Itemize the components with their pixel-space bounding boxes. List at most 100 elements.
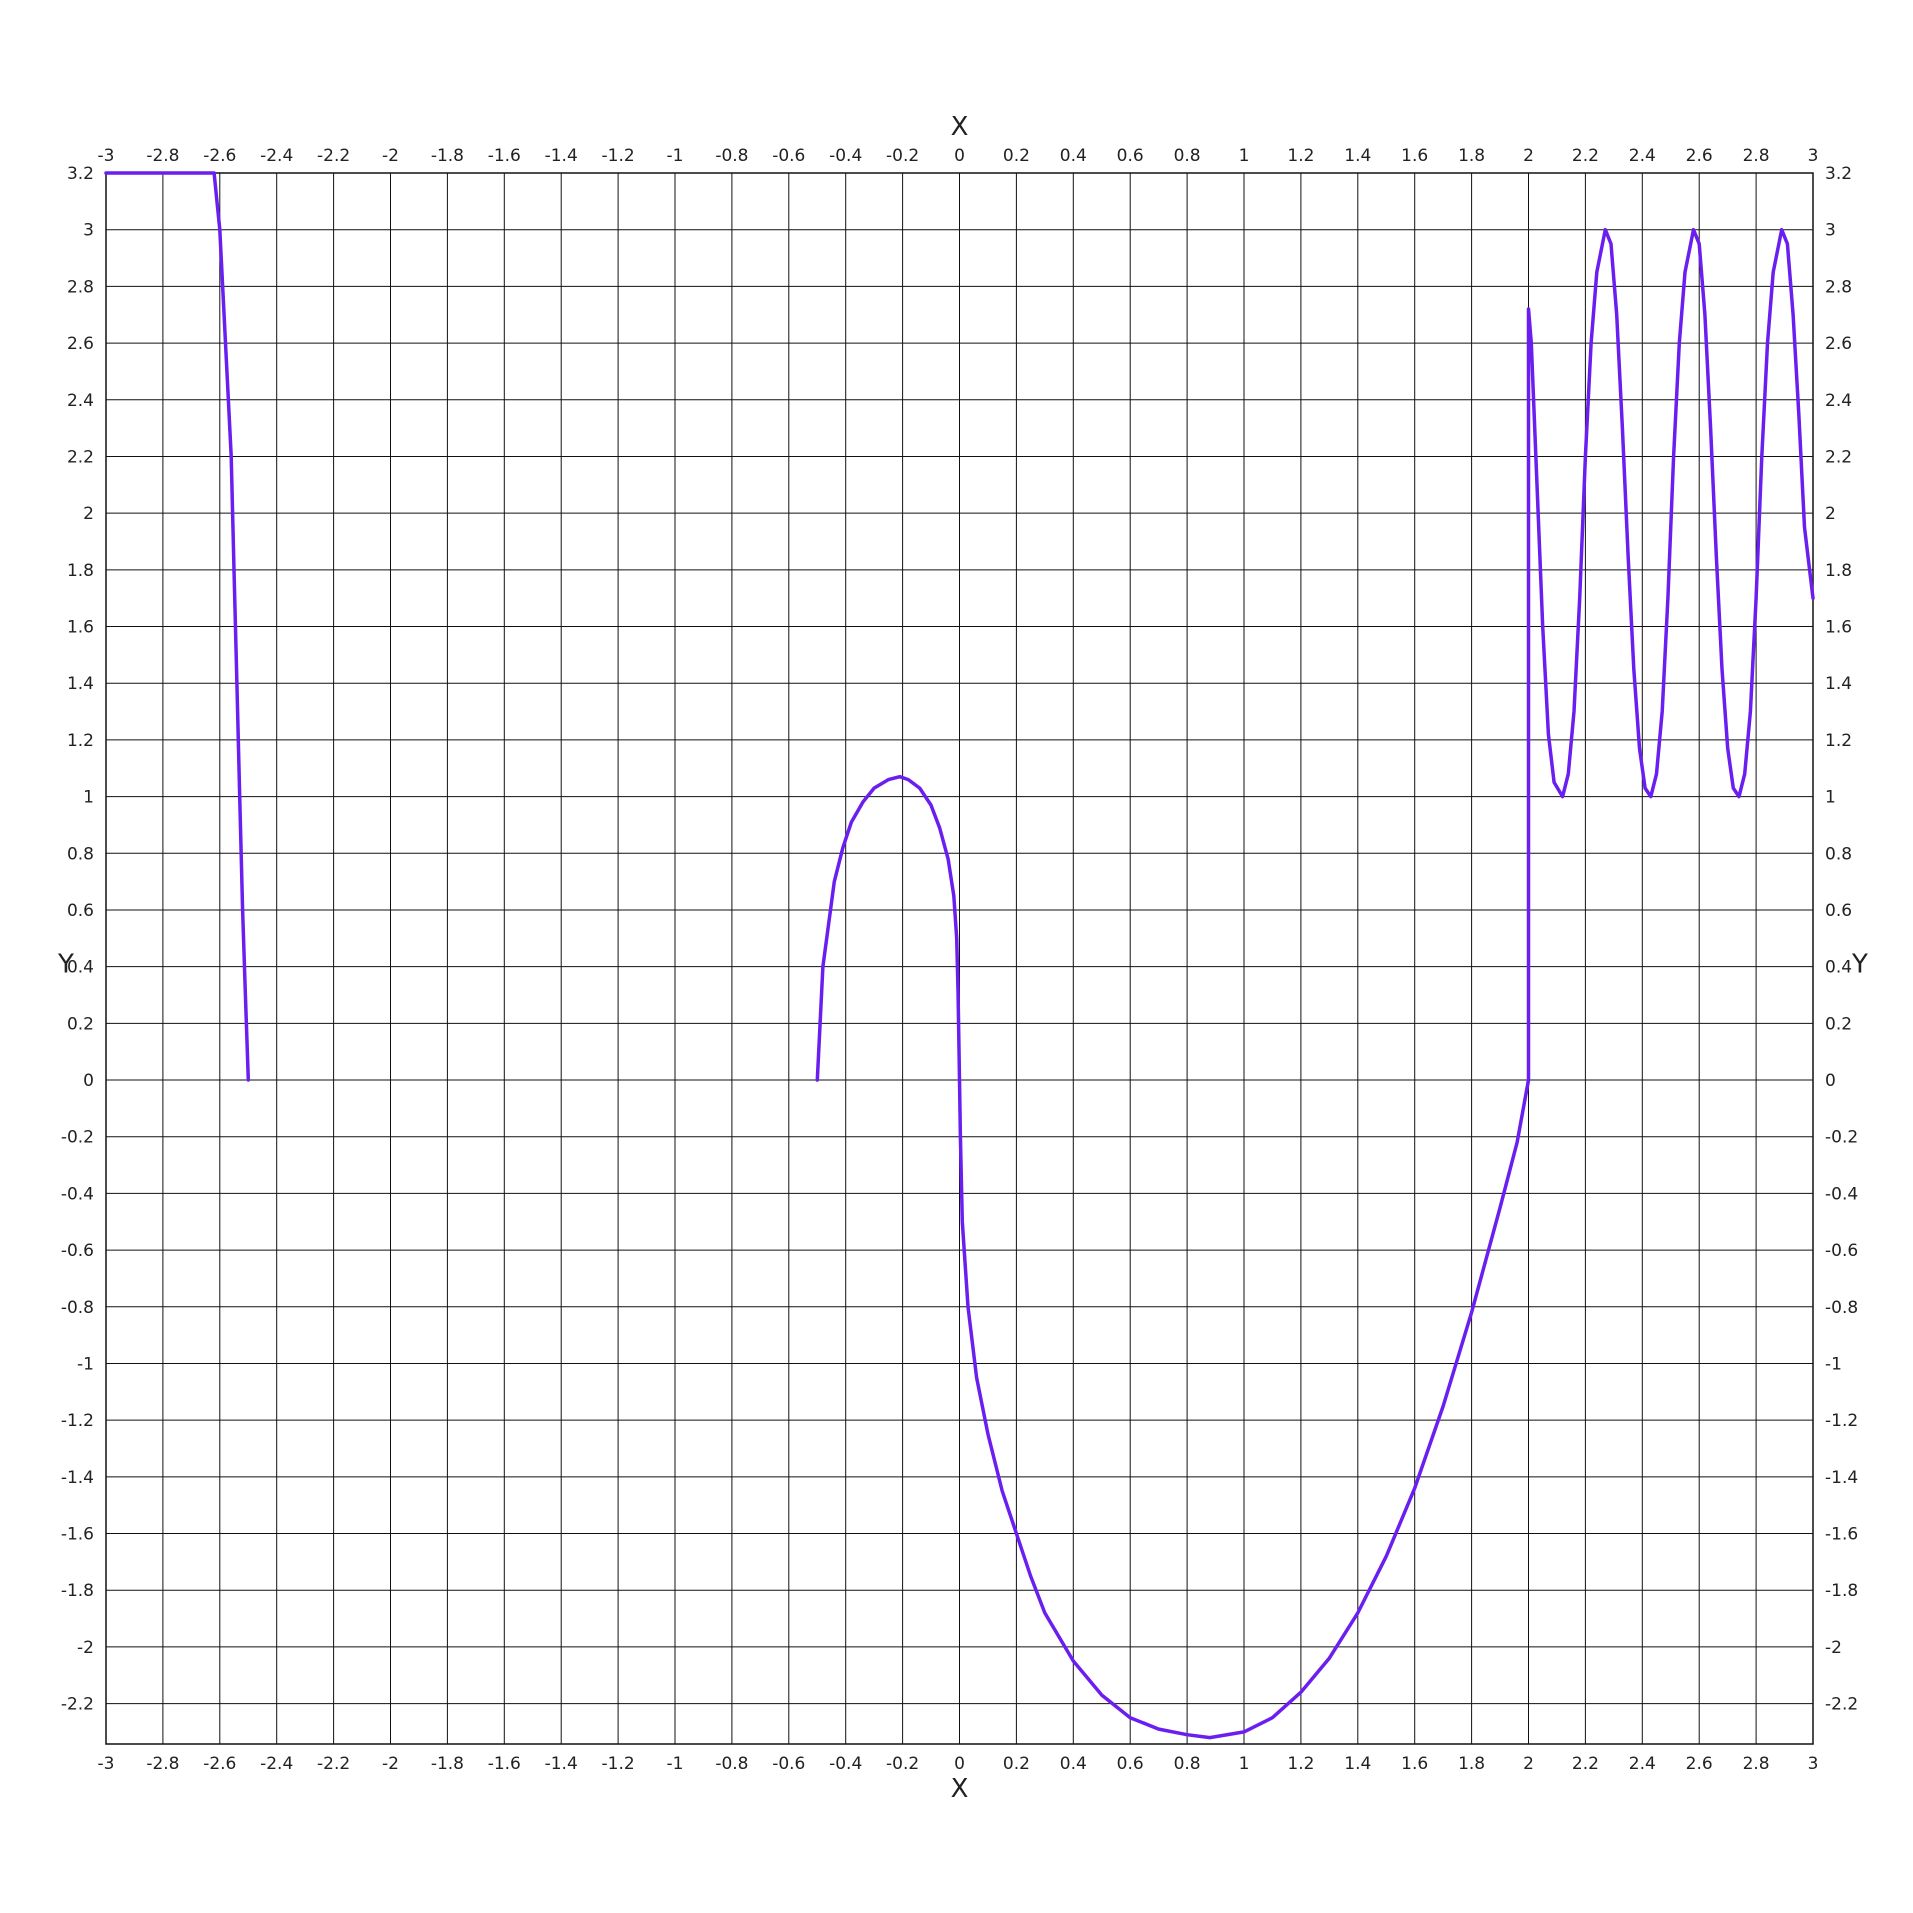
x-tick-label-bottom: -0.2 bbox=[886, 1754, 919, 1774]
x-tick-label-bottom: 1.2 bbox=[1287, 1754, 1314, 1774]
x-tick-label-top: 0.2 bbox=[1003, 146, 1030, 166]
x-tick-label-top: -0.2 bbox=[886, 146, 919, 166]
y-tick-label-right: -0.4 bbox=[1825, 1184, 1858, 1204]
x-tick-label-top: -2.8 bbox=[146, 146, 179, 166]
x-tick-label-bottom: 2 bbox=[1523, 1754, 1534, 1774]
y-tick-label-right: 1.6 bbox=[1825, 618, 1852, 638]
y-tick-label-right: 2 bbox=[1825, 504, 1836, 524]
x-tick-label-bottom: -1.8 bbox=[431, 1754, 464, 1774]
x-tick-label-bottom: 0 bbox=[954, 1754, 965, 1774]
y-tick-label-right: 2.6 bbox=[1825, 334, 1852, 354]
grid bbox=[105, 172, 1814, 1744]
data-series bbox=[104, 171, 1815, 1740]
x-tick-label-bottom: 3 bbox=[1808, 1754, 1819, 1774]
x-tick-label-top: -1.4 bbox=[545, 146, 578, 166]
y-tick-label-left: 2.2 bbox=[67, 447, 94, 467]
y-tick-label-right: 0 bbox=[1825, 1071, 1836, 1091]
x-tick-label-bottom: 2.4 bbox=[1629, 1754, 1656, 1774]
x-tick-label-bottom: -2.2 bbox=[317, 1754, 350, 1774]
x-tick-label-bottom: -1.4 bbox=[545, 1754, 578, 1774]
y-tick-label-left: -2 bbox=[77, 1638, 94, 1658]
y-tick-label-right: 1.2 bbox=[1825, 731, 1852, 751]
y-tick-label-right: 3 bbox=[1825, 221, 1836, 241]
y-tick-label-left: 2 bbox=[83, 504, 94, 524]
x-tick-label-top: 0 bbox=[954, 146, 965, 166]
y-tick-label-left: 3.2 bbox=[67, 164, 94, 184]
x-tick-label-bottom: 0.6 bbox=[1117, 1754, 1144, 1774]
x-tick-label-bottom: -0.4 bbox=[829, 1754, 862, 1774]
x-tick-label-top: -3 bbox=[98, 146, 115, 166]
x-tick-label-top: 2 bbox=[1523, 146, 1534, 166]
y-tick-label-left: 0 bbox=[83, 1071, 94, 1091]
x-tick-label-top: -1.2 bbox=[602, 146, 635, 166]
x-tick-label-top: 0.6 bbox=[1117, 146, 1144, 166]
x-tick-label-top: 0.4 bbox=[1060, 146, 1087, 166]
x-tick-label-bottom: 2.2 bbox=[1572, 1754, 1599, 1774]
x-tick-label-bottom: -2.4 bbox=[260, 1754, 293, 1774]
tick-labels: -3 -3 -2.8 -2.8 -2.6 -2.6 -2.4 -2.4 -2.2 -2.2 -2 -2… bbox=[61, 146, 1858, 1774]
x-tick-label-top: -2.2 bbox=[317, 146, 350, 166]
y-tick-label-right: -2.2 bbox=[1825, 1695, 1858, 1715]
y-tick-label-right: 0.4 bbox=[1825, 958, 1852, 978]
y-tick-label-left: 1 bbox=[83, 788, 94, 808]
x-tick-label-top: 1.4 bbox=[1344, 146, 1371, 166]
x-tick-label-bottom: 2.6 bbox=[1686, 1754, 1713, 1774]
x-tick-label-top: 3 bbox=[1808, 146, 1819, 166]
y-tick-label-right: -2 bbox=[1825, 1638, 1842, 1658]
x-tick-label-bottom: -2 bbox=[382, 1754, 399, 1774]
y-tick-label-left: -2.2 bbox=[61, 1695, 94, 1715]
x-tick-label-top: 2.2 bbox=[1572, 146, 1599, 166]
x-tick-label-top: -1.8 bbox=[431, 146, 464, 166]
x-tick-label-top: -2.4 bbox=[260, 146, 293, 166]
y-tick-label-left: -1.8 bbox=[61, 1581, 94, 1601]
x-tick-label-bottom: 0.2 bbox=[1003, 1754, 1030, 1774]
x-tick-label-bottom: 1.8 bbox=[1458, 1754, 1485, 1774]
x-tick-label-bottom: -1.6 bbox=[488, 1754, 521, 1774]
y-axis-title-left: Y bbox=[57, 950, 74, 980]
x-tick-label-bottom: -3 bbox=[98, 1754, 115, 1774]
plot-frame bbox=[105, 172, 1814, 1745]
y-tick-label-right: 1.4 bbox=[1825, 674, 1852, 694]
y-tick-label-right: 2.2 bbox=[1825, 447, 1852, 467]
y-tick-label-left: -0.6 bbox=[61, 1241, 94, 1261]
y-tick-label-left: -1 bbox=[77, 1354, 94, 1374]
x-tick-label-bottom: 1.4 bbox=[1344, 1754, 1371, 1774]
y-tick-label-left: 0.4 bbox=[67, 958, 94, 978]
y-tick-label-left: 2.4 bbox=[67, 391, 94, 411]
y-tick-label-left: 3 bbox=[83, 221, 94, 241]
y-tick-label-right: 1.8 bbox=[1825, 561, 1852, 581]
y-tick-label-left: -1.6 bbox=[61, 1525, 94, 1545]
x-tick-label-bottom: -0.6 bbox=[772, 1754, 805, 1774]
x-tick-label-bottom: -1 bbox=[667, 1754, 684, 1774]
y-tick-label-right: -1.2 bbox=[1825, 1411, 1858, 1431]
x-tick-label-bottom: 1 bbox=[1239, 1754, 1250, 1774]
x-tick-label-top: -0.4 bbox=[829, 146, 862, 166]
x-tick-label-top: 2.6 bbox=[1686, 146, 1713, 166]
y-tick-label-right: 0.6 bbox=[1825, 901, 1852, 921]
x-axis-title-bottom: X bbox=[951, 1774, 969, 1804]
x-tick-label-bottom: 1.6 bbox=[1401, 1754, 1428, 1774]
x-tick-label-bottom: -2.8 bbox=[146, 1754, 179, 1774]
x-tick-label-top: 0.8 bbox=[1174, 146, 1201, 166]
x-axis-title-top: X bbox=[951, 112, 969, 142]
x-tick-label-top: 1.2 bbox=[1287, 146, 1314, 166]
x-tick-label-top: 2.4 bbox=[1629, 146, 1656, 166]
y-tick-label-left: 1.4 bbox=[67, 674, 94, 694]
y-tick-label-right: -1.6 bbox=[1825, 1525, 1858, 1545]
x-tick-label-bottom: 0.8 bbox=[1174, 1754, 1201, 1774]
x-tick-label-top: -2 bbox=[382, 146, 399, 166]
x-tick-label-bottom: 0.4 bbox=[1060, 1754, 1087, 1774]
y-tick-label-right: -0.2 bbox=[1825, 1128, 1858, 1148]
y-tick-label-right: -1.4 bbox=[1825, 1468, 1858, 1488]
y-tick-label-left: -0.4 bbox=[61, 1184, 94, 1204]
y-tick-label-right: 2.8 bbox=[1825, 277, 1852, 297]
x-tick-label-top: -0.8 bbox=[715, 146, 748, 166]
x-tick-label-top: -2.6 bbox=[203, 146, 236, 166]
y-tick-label-left: 2.8 bbox=[67, 277, 94, 297]
x-tick-label-top: 2.8 bbox=[1743, 146, 1770, 166]
y-tick-label-left: 2.6 bbox=[67, 334, 94, 354]
y-tick-label-right: 3.2 bbox=[1825, 164, 1852, 184]
y-tick-label-left: 0.6 bbox=[67, 901, 94, 921]
x-tick-label-bottom: -1.2 bbox=[602, 1754, 635, 1774]
y-tick-label-left: 1.8 bbox=[67, 561, 94, 581]
